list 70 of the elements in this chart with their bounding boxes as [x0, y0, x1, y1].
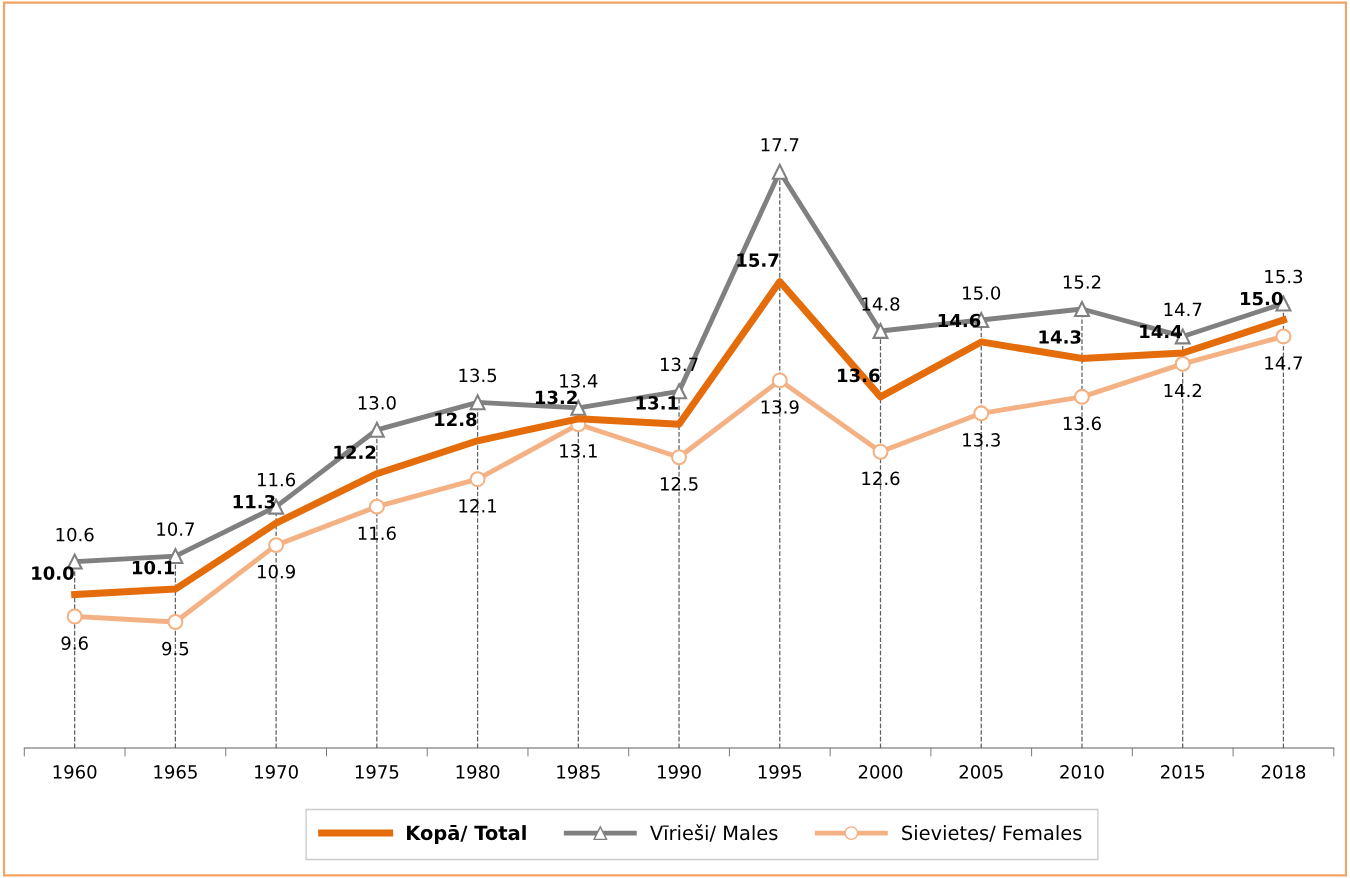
point: [368, 421, 385, 438]
x-tick-label: 1965: [154, 765, 197, 779]
data-label: 13.7: [660, 357, 698, 372]
data-label: 15.3: [1265, 269, 1303, 284]
legend-label: Vīrieši/ Males: [650, 824, 778, 842]
point: [1275, 328, 1292, 345]
point: [167, 614, 184, 630]
data-label: 11.3: [233, 494, 275, 509]
point: [469, 394, 486, 411]
data-label: 15.2: [1063, 275, 1101, 289]
point: [268, 537, 285, 554]
data-label: 15.0: [1240, 291, 1283, 306]
legend-label: Kopā/ Total: [407, 825, 526, 844]
data-label: 11.6: [258, 472, 296, 487]
data-label: 14.2: [1164, 383, 1201, 398]
data-label: 11.6: [358, 526, 396, 541]
data-label: 10.7: [157, 522, 194, 536]
x-tick-label: 2005: [959, 765, 1003, 779]
data-label: 13.6: [1063, 416, 1101, 431]
x-tick-label: 2015: [1161, 765, 1205, 779]
data-label: 13.5: [459, 368, 497, 383]
point: [1073, 301, 1090, 317]
data-label: 14.8: [862, 297, 900, 311]
data-label: 10.9: [258, 564, 295, 579]
x-tick-label: 1985: [557, 765, 600, 779]
data-label: 12.5: [660, 477, 698, 491]
data-label: 14.3: [1039, 330, 1081, 344]
data-label: 9.6: [61, 636, 88, 650]
point: [1174, 355, 1191, 372]
data-label: 12.8: [435, 412, 477, 427]
x-tick-label: 1960: [53, 765, 97, 779]
data-label: 17.7: [761, 138, 799, 152]
x-tick-label: 1970: [255, 765, 298, 779]
point: [368, 498, 385, 515]
point: [872, 322, 889, 339]
data-label: 13.3: [963, 433, 1000, 447]
x-tick-label: 2018: [1261, 765, 1306, 779]
x-tick-label: 1995: [758, 765, 802, 779]
data-label: 13.0: [358, 395, 396, 410]
data-label: 10.1: [132, 560, 175, 575]
x-tick-label: 2000: [858, 765, 903, 779]
data-label: 13.9: [761, 400, 799, 414]
data-label: 13.4: [560, 374, 598, 388]
data-label: 9.5: [162, 641, 189, 656]
data-label: 14.7: [1265, 356, 1302, 370]
x-tick-label: 1980: [456, 765, 500, 779]
data-label: 13.1: [636, 396, 678, 410]
legend-label: Sievietes/ Females: [902, 825, 1082, 842]
data-label: 12.1: [459, 498, 497, 513]
point: [771, 372, 788, 389]
data-label: 13.2: [535, 390, 577, 405]
data-label: 10.6: [56, 527, 94, 542]
point: [66, 608, 83, 625]
point: [671, 449, 688, 466]
point: [872, 443, 889, 460]
data-label: 12.2: [334, 445, 376, 459]
point: [973, 405, 990, 422]
point: [469, 471, 486, 488]
point: [1073, 388, 1090, 405]
data-label: 10.0: [32, 566, 74, 580]
data-label: 14.7: [1164, 302, 1202, 317]
data-label: 12.6: [862, 471, 900, 486]
point: [771, 163, 788, 180]
x-tick-label: 2010: [1060, 765, 1104, 779]
data-label: 15.0: [963, 286, 1001, 300]
data-label: 13.1: [560, 444, 597, 458]
x-tick-label: 1990: [658, 765, 701, 779]
data-label: 14.4: [1140, 324, 1182, 339]
x-tick-label: 1975: [355, 765, 399, 779]
data-label: 15.7: [737, 253, 779, 267]
